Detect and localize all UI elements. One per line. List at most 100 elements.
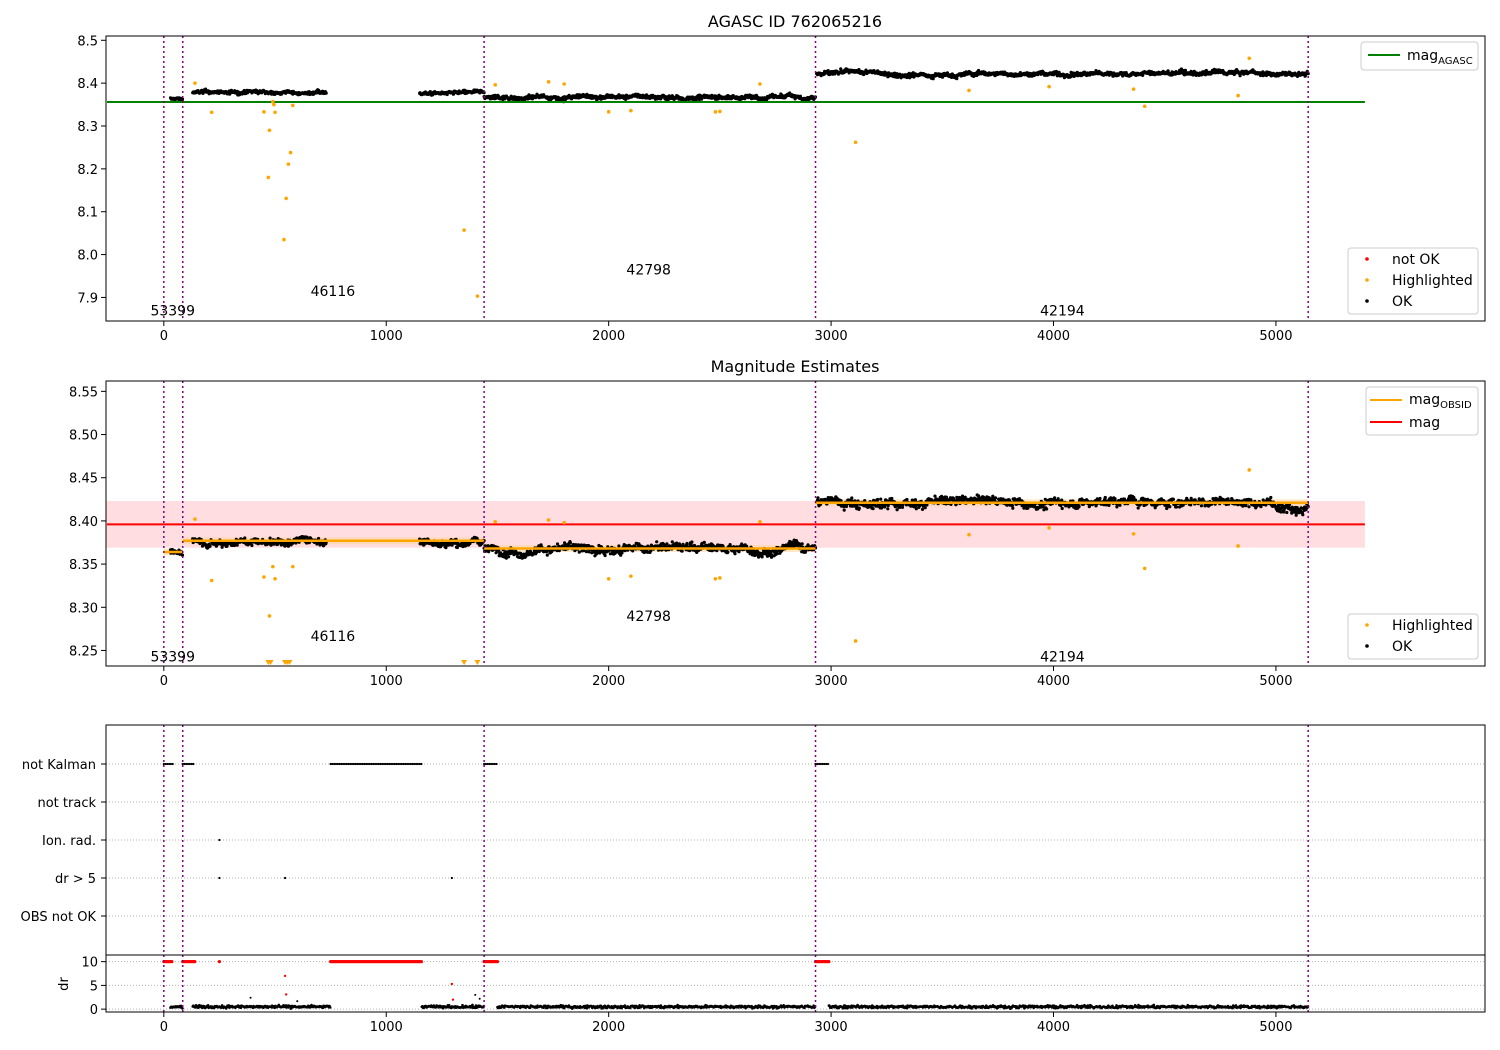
highlighted-point xyxy=(267,614,272,618)
panel-agasc-title: AGASC ID 762065216 xyxy=(708,12,882,31)
highlighted-point xyxy=(606,110,611,114)
x-tick-label: 5000 xyxy=(1259,329,1292,344)
highlighted-point xyxy=(266,175,271,180)
ok-point xyxy=(816,496,820,500)
ok-point xyxy=(876,497,880,502)
y-tick-label: 8.45 xyxy=(69,472,98,487)
ok-point xyxy=(1168,505,1172,509)
highlighted-point xyxy=(288,150,293,155)
ok-legend-label: OK xyxy=(1392,294,1413,310)
ok-point xyxy=(250,543,254,548)
ok-point xyxy=(842,508,846,512)
ok-point xyxy=(920,507,925,511)
x-tick-label: 2000 xyxy=(592,674,625,689)
ok-point xyxy=(1060,506,1064,511)
highlighted-point xyxy=(209,110,214,115)
ok-point xyxy=(1294,513,1298,517)
highlighted-point xyxy=(262,110,266,114)
highlighted-point xyxy=(758,519,762,524)
mag-legend-label: mag xyxy=(1409,415,1440,431)
y-tick-label: 8.40 xyxy=(69,515,98,530)
obsid-annotation: 42798 xyxy=(626,263,671,279)
highlighted-point xyxy=(1047,526,1051,530)
x-tick-label: 1000 xyxy=(370,674,403,689)
ok-point xyxy=(603,553,607,558)
not-ok-legend-marker xyxy=(1365,257,1369,261)
ok-point xyxy=(702,540,706,545)
y-tick-label: 8.50 xyxy=(69,429,98,444)
ok-point xyxy=(620,551,624,555)
highlighted-point xyxy=(282,237,286,242)
highlighted-point xyxy=(273,110,277,115)
y-tick-label: 5 xyxy=(90,979,98,994)
ok-point xyxy=(575,93,579,97)
ok-point xyxy=(1118,503,1122,507)
highlighted-point xyxy=(1142,104,1147,109)
ok-point xyxy=(1226,497,1230,501)
highlighted-point xyxy=(967,88,971,93)
highlighted-point xyxy=(1142,566,1147,571)
flag-point xyxy=(218,876,221,880)
obsid-annotation: 53399 xyxy=(150,650,195,666)
ok-point xyxy=(1045,507,1049,511)
ok-point xyxy=(180,97,185,101)
highlighted-point xyxy=(1131,532,1136,536)
flag-category-label: not Kalman xyxy=(22,758,96,773)
highlighted-point xyxy=(1236,544,1240,548)
ok-legend-label: OK xyxy=(1392,639,1413,655)
ok-point xyxy=(1285,510,1289,515)
ok-point xyxy=(1098,496,1102,501)
x-tick-label: 3000 xyxy=(815,329,848,344)
y-tick-label: 8.30 xyxy=(69,601,98,616)
highlighted-point xyxy=(262,575,266,579)
highlighted-point xyxy=(562,520,566,525)
panel-agasc-legend-top: magAGASC xyxy=(1360,41,1479,71)
highlighted-legend-label: Highlighted xyxy=(1392,273,1473,289)
y-tick-label: 8.3 xyxy=(77,120,98,135)
x-tick-label: 4000 xyxy=(1037,674,1070,689)
ok-point xyxy=(680,549,684,553)
highlighted-point xyxy=(209,578,214,583)
ok-point xyxy=(1171,497,1175,501)
highlighted-point xyxy=(1047,84,1051,89)
panel-agasc-frame xyxy=(105,35,1486,322)
ok-point xyxy=(871,507,875,511)
highlighted-point xyxy=(462,228,466,232)
x-tick-label: 1000 xyxy=(370,1020,403,1035)
highlighted-point xyxy=(758,82,762,86)
ok-point xyxy=(1113,497,1117,501)
flag-point xyxy=(218,838,221,842)
panel-magnitude-legend-top: magOBSID mag xyxy=(1365,386,1479,436)
ok-point xyxy=(204,87,208,91)
ok-point xyxy=(993,496,998,500)
ok-legend-marker xyxy=(1365,644,1369,648)
ok-point xyxy=(770,92,775,96)
ok-point xyxy=(535,550,539,554)
flag-point xyxy=(171,762,174,766)
ok-point xyxy=(900,505,905,509)
ok-point xyxy=(890,496,894,501)
flag-category-label: dr > 5 xyxy=(55,872,96,887)
highlighted-legend-label: Highlighted xyxy=(1392,618,1473,634)
highlighted-point xyxy=(291,103,295,108)
panel-magnitude-legend-bottom: Highlighted OK xyxy=(1347,613,1479,660)
obsid-annotation: 53399 xyxy=(150,303,195,319)
flag-point xyxy=(450,876,453,880)
x-tick-label: 2000 xyxy=(592,329,625,344)
ok-point xyxy=(1244,504,1248,508)
flag-point xyxy=(420,762,423,766)
dr-ok-point xyxy=(181,1007,184,1010)
highlighted-point xyxy=(267,128,272,133)
ok-legend-marker xyxy=(1365,299,1369,303)
highlighted-point xyxy=(193,517,197,521)
ok-point xyxy=(507,555,511,559)
ok-point xyxy=(617,544,621,548)
highlighted-legend-marker xyxy=(1365,278,1369,282)
x-tick-label: 4000 xyxy=(1037,329,1070,344)
highlighted-point xyxy=(546,80,551,84)
x-tick-label: 4000 xyxy=(1037,1020,1070,1035)
ok-point xyxy=(1103,495,1107,500)
panel-magnitude-plot-area: 8.258.308.358.408.458.508.550 1000 2000 300… xyxy=(69,381,1365,689)
